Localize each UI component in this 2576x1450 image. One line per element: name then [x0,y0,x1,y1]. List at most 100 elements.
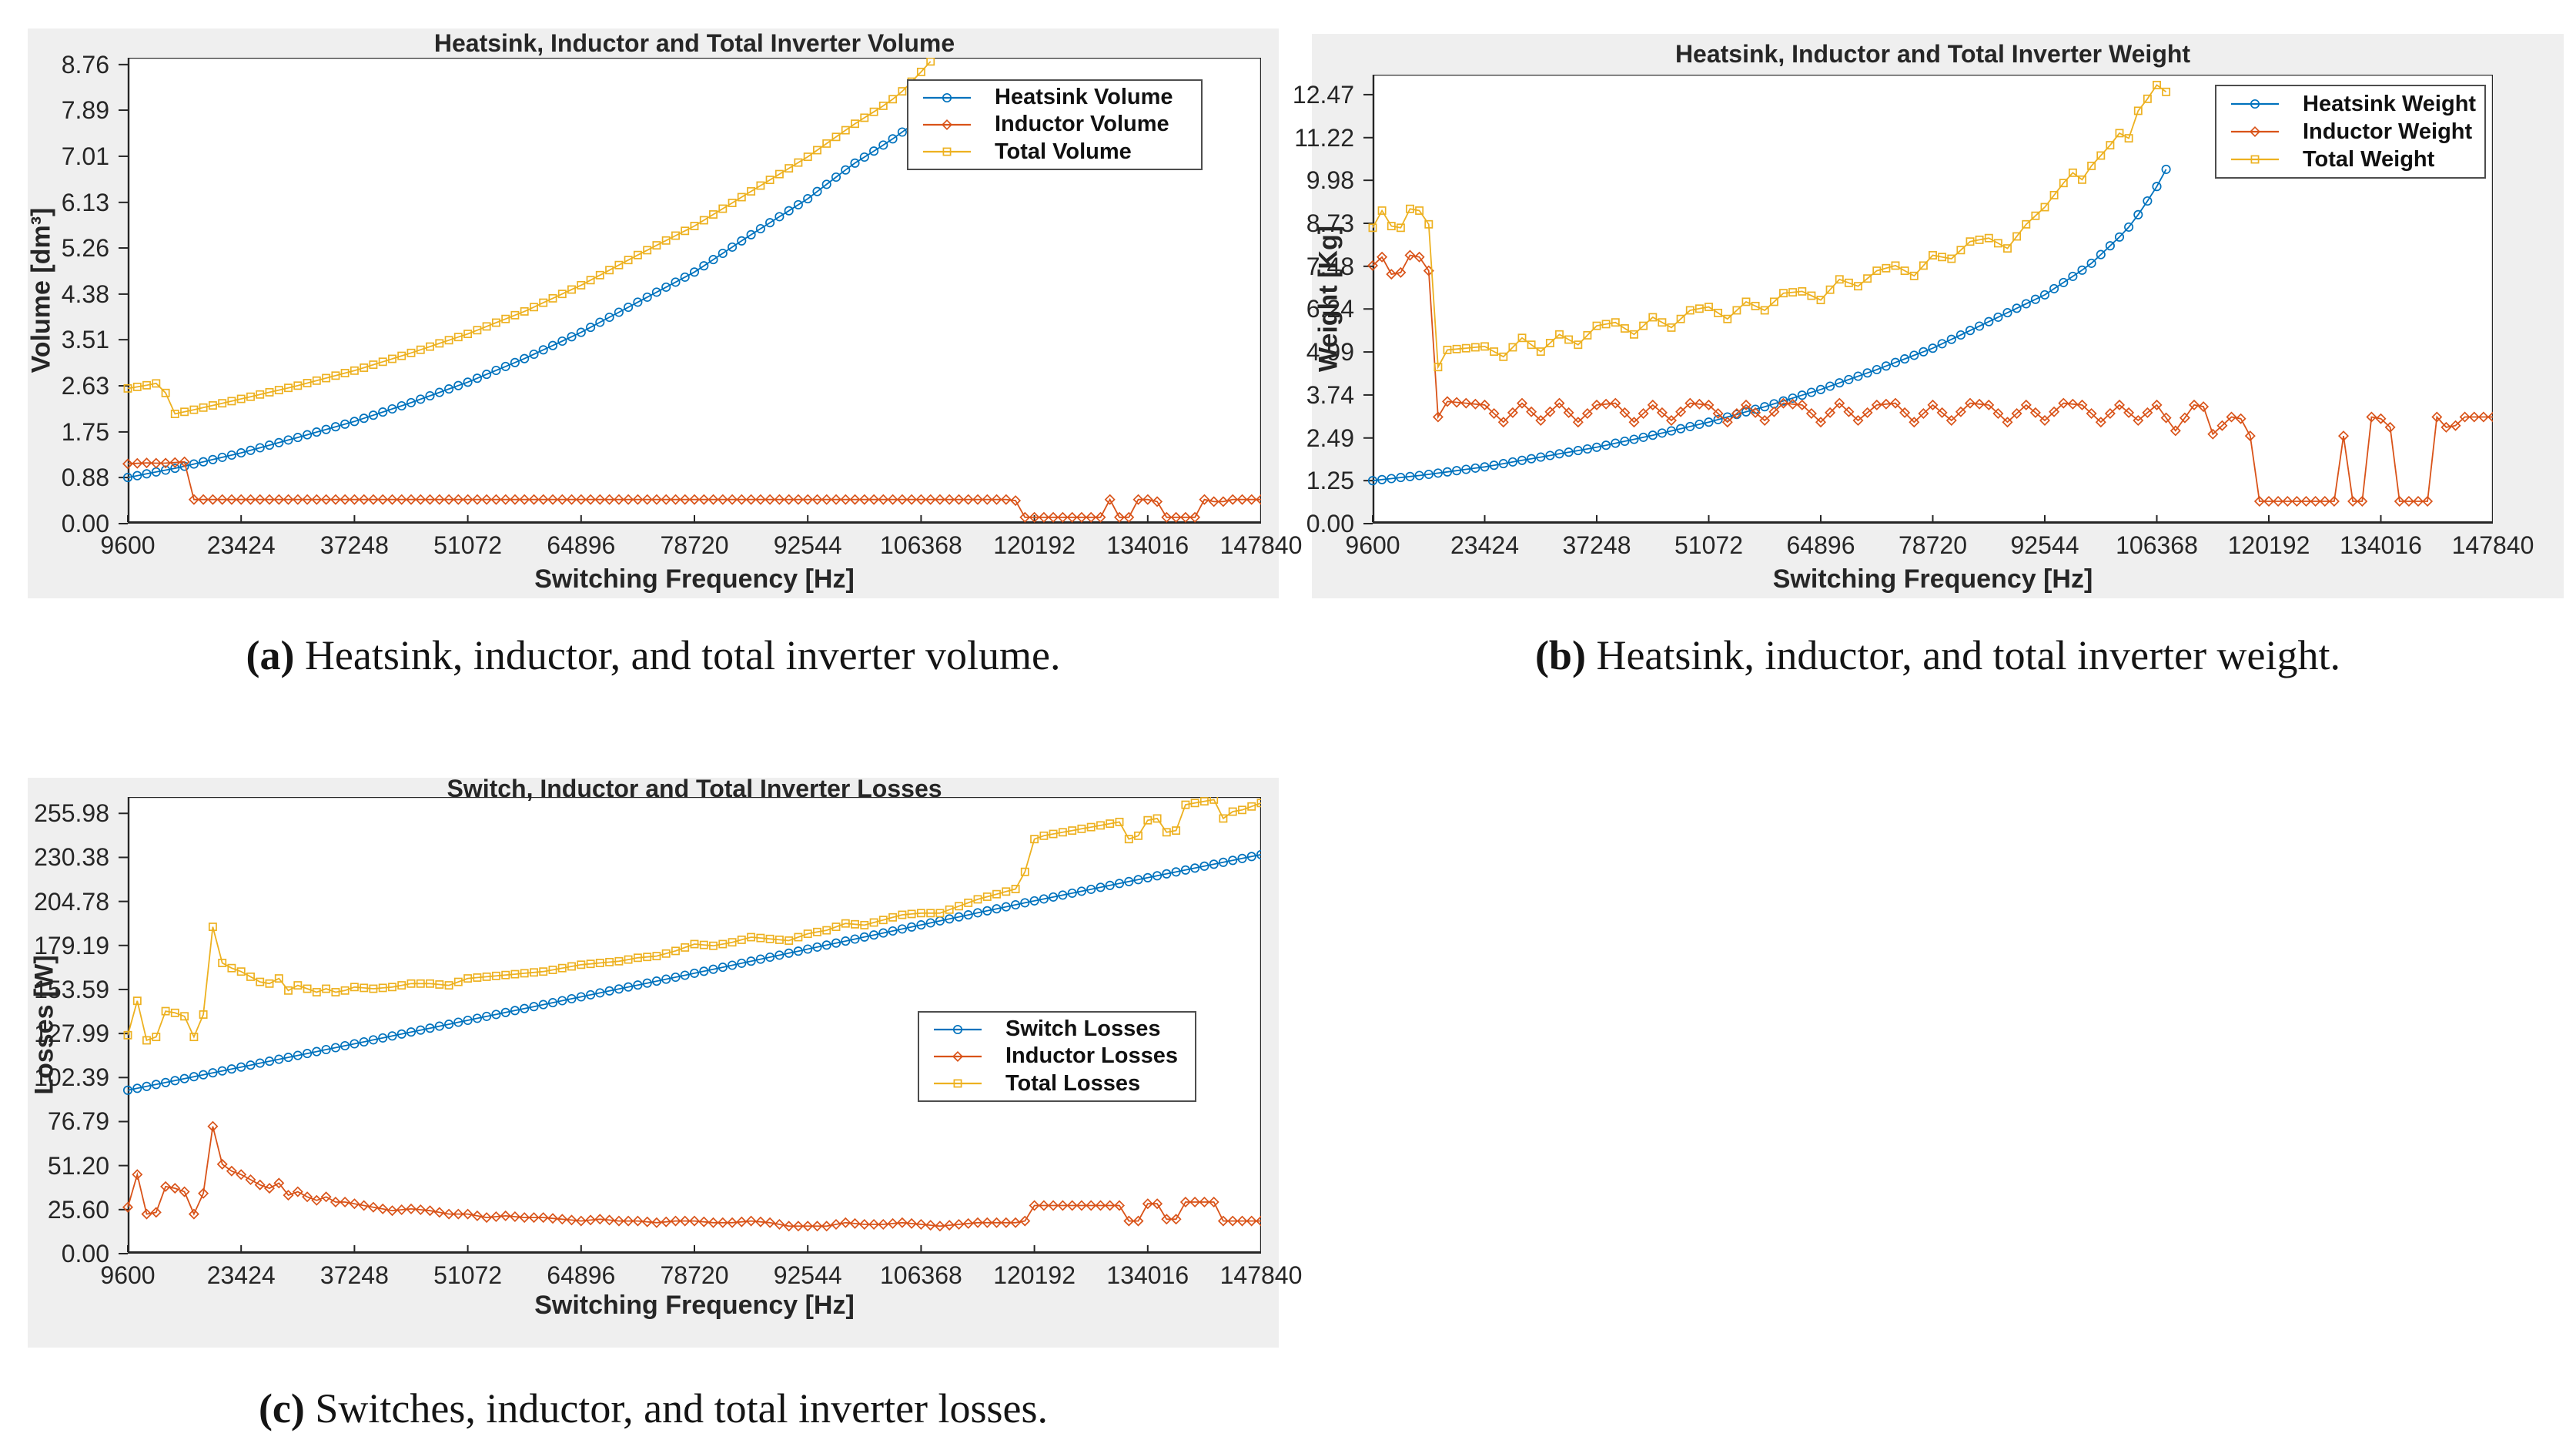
x-tick-label: 9600 [1345,531,1400,559]
y-tick-label: 0.00 [61,510,109,537]
legend-entry-label: Switch Losses [1005,1016,1161,1042]
x-tick-label: 106368 [880,1261,962,1289]
x-tick-label: 37248 [1562,531,1631,559]
y-tick-label: 3.74 [1306,380,1354,409]
x-tick-label: 147840 [1219,1261,1303,1289]
caption-text: Heatsink, inductor, and total inverter w… [1596,632,2341,678]
x-tick-label: 120192 [993,531,1076,559]
series-line-circle [127,853,1261,1091]
volume-x-axis-label: Switching Frequency [Hz] [534,564,855,594]
legend-entry: Total Losses [932,1070,1190,1097]
volume-legend: Heatsink Volume Inductor Volume Total Volu… [907,79,1203,170]
y-tick-label: 6.13 [61,188,109,216]
y-tick-label: 12.47 [1292,80,1354,109]
legend-entry-label: Inductor Losses [1005,1043,1178,1069]
y-tick-label: 9.98 [1306,166,1354,195]
x-tick-label: 78720 [1899,531,1967,559]
y-tick-label: 153.59 [34,975,109,1003]
y-tick-label: 0.00 [61,1240,109,1267]
y-tick-label: 127.99 [34,1020,109,1048]
legend-entry: Heatsink Volume [921,84,1196,111]
y-tick-label: 2.63 [61,372,109,400]
x-tick-label: 37248 [319,1261,389,1289]
legend-entry: Total Volume [921,139,1196,166]
series-line-circle [127,106,932,478]
y-tick-label: 6.24 [1306,295,1354,323]
series-line-diamond [1372,254,2493,502]
diamond-marker-icon [923,119,971,130]
series-line-square [127,61,932,415]
volume-plot-area [119,58,1261,524]
x-tick-label: 51072 [433,1261,503,1289]
x-tick-label: 64896 [547,531,616,559]
caption-text: Switches, inductor, and total inverter l… [315,1385,1049,1432]
weight-legend: Heatsink Weight Inductor Weight Total Weig… [2215,85,2486,179]
circle-marker-icon [2231,99,2279,109]
legend-entry-label: Total Weight [2303,146,2435,172]
y-tick-label: 51.20 [47,1151,109,1180]
diamond-marker-icon [934,1050,982,1062]
volume-chart-title: Heatsink, Inductor and Total Inverter Vo… [433,29,955,57]
losses-chart-title: Switch, Inductor and Total Inverter Loss… [447,775,942,802]
losses-x-axis-label: Switching Frequency [Hz] [534,1291,855,1320]
y-tick-label: 8.76 [61,50,109,79]
square-marker-icon [2231,155,2279,164]
x-tick-label: 64896 [547,1261,616,1289]
legend-entry-label: Heatsink Weight [2303,91,2477,116]
diamond-marker-icon [2231,126,2279,138]
x-tick-label: 106368 [2116,531,2198,559]
weight-x-axis-label: Switching Frequency [Hz] [1772,564,2093,594]
y-tick-label: 76.79 [47,1107,109,1136]
legend-entry: Heatsink Weight [2229,90,2480,118]
y-tick-label: 4.99 [1306,338,1354,367]
legend-entry: Inductor Losses [932,1043,1190,1070]
x-tick-label: 134016 [2340,531,2422,559]
series-line-diamond [127,460,1261,518]
caption-label: (b) [1534,632,1586,678]
legend-entry-label: Total Volume [995,139,1132,164]
y-tick-label: 2.49 [1306,424,1354,452]
losses-legend: Switch Losses Inductor Losses Total Losses [918,1011,1196,1102]
y-tick-label: 7.89 [61,96,109,125]
y-tick-label: 230.38 [34,843,109,872]
x-tick-label: 23424 [206,1261,276,1289]
x-tick-label: 92544 [2010,531,2079,559]
x-tick-label: 92544 [773,1261,842,1289]
y-tick-label: 25.60 [47,1195,109,1224]
circle-marker-icon [923,92,971,102]
y-tick-label: 1.75 [61,417,109,446]
legend-entry: Switch Losses [932,1016,1190,1043]
x-tick-label: 106368 [880,531,962,559]
series-line-square [1372,84,2167,370]
caption-label: (c) [258,1385,305,1432]
caption-label: (a) [246,632,295,678]
x-tick-label: 64896 [1786,531,1855,559]
y-tick-label: 179.19 [34,931,109,959]
legend-entry: Total Weight [2229,146,2480,173]
series-line-square [127,799,1261,1042]
legend-entry-label: Total Losses [1005,1070,1141,1096]
square-marker-icon [923,147,971,156]
x-tick-label: 23424 [206,531,276,559]
series-line-circle [1372,169,2167,482]
y-tick-label: 5.26 [61,234,109,263]
x-tick-label: 78720 [660,531,729,559]
y-tick-label: 1.25 [1306,467,1354,495]
legend-entry-label: Inductor Weight [2303,119,2473,144]
x-tick-label: 134016 [1106,1261,1189,1289]
x-tick-label: 147840 [1219,531,1303,559]
x-tick-label: 51072 [1674,531,1743,559]
y-tick-label: 3.51 [61,326,109,354]
y-tick-label: 8.73 [1306,209,1354,237]
y-tick-label: 4.38 [61,280,109,308]
x-tick-label: 37248 [319,531,389,559]
legend-entry-label: Inductor Volume [995,112,1169,137]
legend-entry: Inductor Weight [2229,118,2480,146]
caption-weight: (b) Heatsink, inductor, and total invert… [1312,631,2564,679]
y-tick-label: 7.48 [1306,252,1354,280]
y-tick-label: 255.98 [34,799,109,828]
circle-marker-icon [934,1024,982,1034]
legend-entry-label: Heatsink Volume [995,85,1173,110]
weight-plot-area [1363,75,2493,524]
